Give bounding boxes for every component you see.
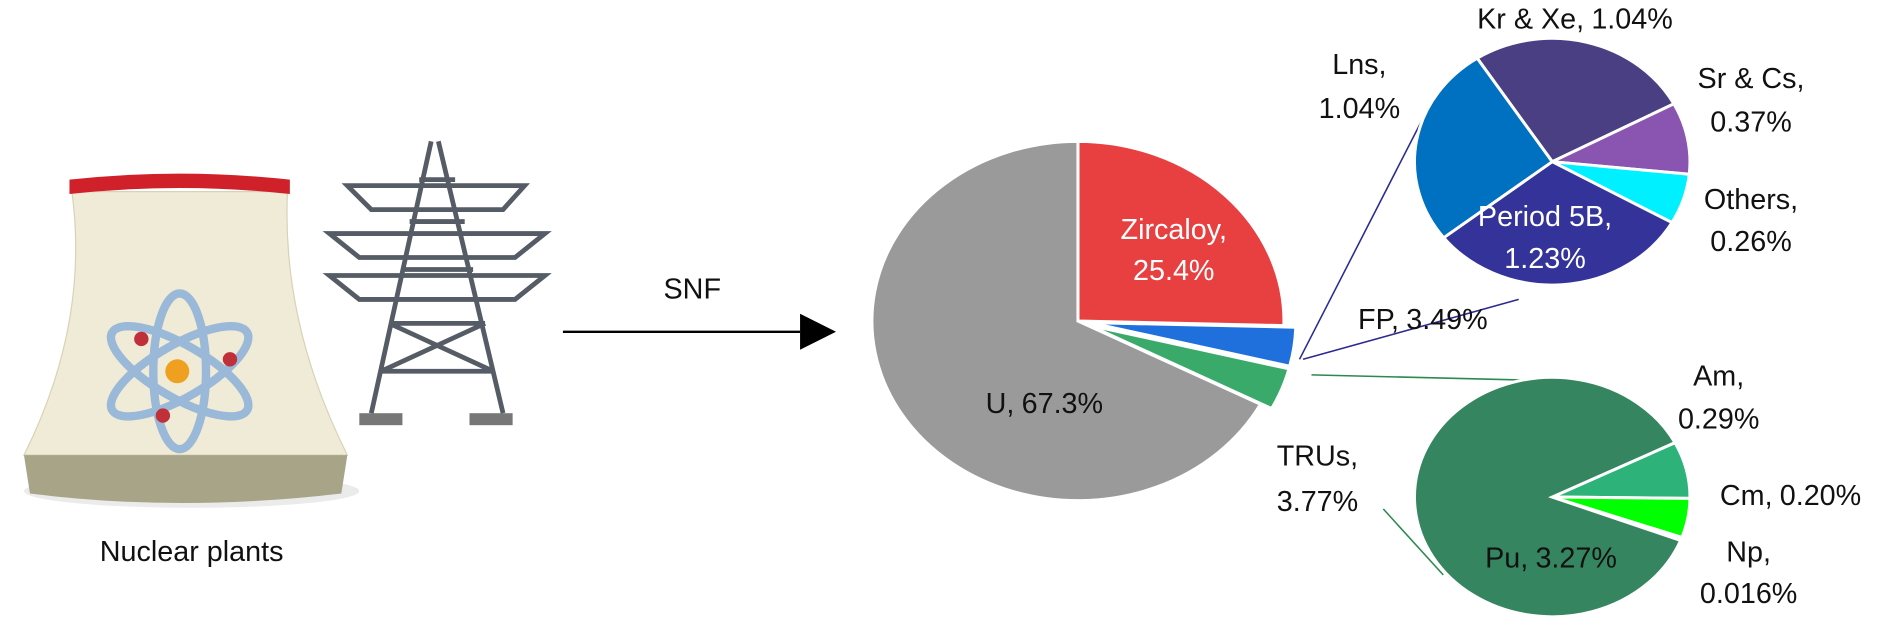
slice-name: Np, — [1726, 536, 1771, 568]
slice-name: Period 5B, — [1478, 201, 1612, 233]
pie-slice — [1413, 56, 1555, 240]
slice-label: Lns, 1.04% — [1319, 48, 1400, 124]
slice-value: 1.04% — [1591, 3, 1672, 35]
slice-label: FP, 3.49% — [1358, 304, 1488, 336]
slice-name: FP, — [1358, 304, 1399, 336]
pie-slice — [1441, 159, 1675, 287]
slice-name: Lns, — [1332, 48, 1386, 80]
slice-name: Sr & Cs, — [1698, 63, 1805, 95]
pylon-icon — [322, 140, 552, 426]
slice-label: Sr & Cs, 0.37% — [1698, 63, 1805, 138]
slice-value: 3.77% — [1277, 486, 1358, 518]
slice-value: 3.49% — [1406, 304, 1487, 336]
arrow-label: SNF — [664, 274, 721, 306]
slice-name: Cm, — [1720, 480, 1773, 512]
slice-value: 0.29% — [1678, 403, 1759, 435]
slice-name: Zircaloy, — [1121, 214, 1227, 246]
slice-value: 67.3% — [1022, 387, 1103, 419]
slice-value: 0.26% — [1710, 226, 1791, 258]
slice-label: U, 67.3% — [986, 387, 1103, 419]
slice-label: Pu, 3.27% — [1485, 542, 1617, 574]
slice-value: 1.04% — [1319, 93, 1400, 125]
slice-label: Others, 0.26% — [1704, 184, 1798, 258]
slice-value: 0.20% — [1780, 480, 1861, 512]
slice-name: TRUs, — [1277, 440, 1358, 472]
slice-value: 0.37% — [1710, 106, 1791, 138]
pie-slice — [1076, 139, 1286, 328]
slice-value: 3.27% — [1535, 542, 1616, 574]
slice-name: U, — [986, 387, 1015, 419]
cooling-tower-icon — [22, 173, 360, 508]
pie-slice — [1088, 323, 1291, 411]
pie-slice — [870, 139, 1263, 503]
slice-label: TRUs, 3.77% — [1277, 440, 1358, 518]
slice-name: Pu, — [1485, 542, 1528, 574]
slice-label: Zircaloy, 25.4% — [1121, 214, 1227, 287]
pie-slice — [1413, 375, 1683, 619]
pie-slice — [1089, 321, 1298, 368]
slice-name: Am, — [1693, 360, 1744, 392]
slice-label: Am, 0.29% — [1678, 360, 1759, 435]
slice-label: Cm, 0.20% — [1720, 480, 1861, 512]
plant-label: Nuclear plants — [100, 536, 284, 568]
pie-slice — [1475, 36, 1676, 164]
slice-value: 1.23% — [1504, 242, 1585, 274]
slice-value: 0.016% — [1700, 578, 1797, 610]
slice-name: Others, — [1704, 184, 1798, 216]
slice-label: Np, 0.016% — [1700, 536, 1797, 610]
slice-name: Kr & Xe, — [1477, 3, 1584, 35]
slice-label: Period 5B, 1.23% — [1478, 201, 1612, 275]
slice-value: 25.4% — [1133, 254, 1214, 286]
arrow-head — [800, 313, 836, 350]
connectors — [1298, 113, 1558, 576]
slice-label: Kr & Xe, 1.04% — [1477, 3, 1673, 35]
